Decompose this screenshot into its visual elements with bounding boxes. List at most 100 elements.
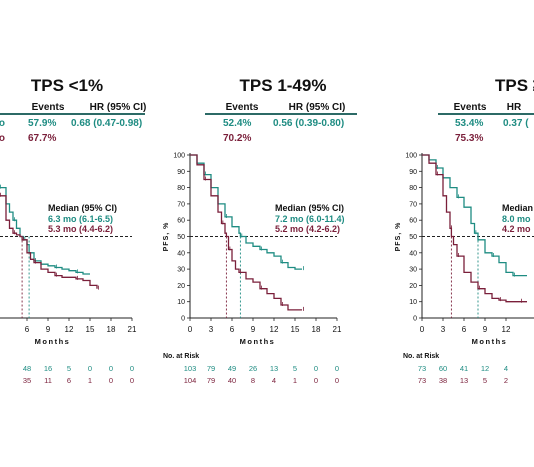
- panel-1-at-risk-value-2: 11: [44, 376, 52, 385]
- panel-2-x-tick-label: 3: [209, 325, 214, 334]
- panel-1-median-value-1: 6.3 mo (6.1-6.5): [48, 214, 113, 224]
- panel-3-at-risk-value-2: 5: [483, 376, 487, 385]
- panel-3-y-axis-label: PFS, %: [395, 222, 402, 252]
- panel-2-at-risk-value-2: 0: [335, 376, 339, 385]
- panel-3-y-tick-label: 20: [409, 283, 417, 290]
- panel-2-at-risk-label: No. at Risk: [163, 353, 199, 360]
- panel-1-arm-label-1: mo: [0, 118, 5, 129]
- panel-2-title: TPS 1-49%: [240, 76, 327, 95]
- panel-2-x-tick-label: 15: [291, 325, 300, 334]
- panel-2-at-risk-value-1: 26: [249, 364, 257, 373]
- panel-2-y-tick-label: 50: [177, 234, 185, 241]
- panel-3-y-tick-label: 10: [409, 299, 417, 306]
- panel-2-hr-value: 0.56 (0.39-0.80): [273, 118, 344, 129]
- panel-2-y-tick-label: 0: [181, 316, 185, 323]
- panel-2-at-risk-value-1: 79: [207, 364, 215, 373]
- panel-2-events-value-2: 70.2%: [223, 133, 251, 144]
- panel-2-at-risk-value-2: 4: [272, 376, 276, 385]
- panel-1-at-risk-value-1: 0: [130, 364, 134, 373]
- panel-2-y-tick-label: 40: [177, 250, 185, 257]
- panel-3-km-curve-2: [422, 154, 527, 303]
- panel-3-at-risk-value-1: 4: [504, 364, 508, 373]
- panel-2-at-risk-value-2: 0: [314, 376, 318, 385]
- panel-3-at-risk-value-2: 73: [418, 376, 426, 385]
- panel-3-y-tick-label: 80: [409, 185, 417, 192]
- panel-2-x-tick-label: 9: [251, 325, 256, 334]
- panel-3-at-risk-value-2: 38: [439, 376, 447, 385]
- panel-2-hr-header: HR (95% CI): [289, 102, 346, 113]
- panel-2-y-axis-label: PFS, %: [163, 222, 170, 252]
- panel-2-at-risk-value-1: 0: [335, 364, 339, 373]
- panel-1-at-risk-value-1: 0: [88, 364, 92, 373]
- panel-1-at-risk-value-1: 48: [23, 364, 31, 373]
- panel-2-median-header: Median (95% CI): [275, 203, 344, 213]
- panel-3-x-tick-label: 6: [462, 325, 467, 334]
- panel-1-km-curve-2: [0, 195, 98, 289]
- panel-1-events-header: Events: [32, 102, 65, 113]
- panel-2-x-axis-label: Months: [240, 337, 276, 346]
- panel-3-y-tick-label: 0: [413, 316, 417, 323]
- panel-2-at-risk-value-1: 103: [184, 364, 197, 373]
- panel-2-y-tick-label: 80: [177, 185, 185, 192]
- panel-3-y-tick-label: 60: [409, 218, 417, 225]
- panel-2-y-tick-label: 30: [177, 267, 185, 274]
- panel-1-x-axis-label: Months: [35, 337, 71, 346]
- panel-3-at-risk-value-2: 2: [504, 376, 508, 385]
- panel-3-y-tick-label: 30: [409, 267, 417, 274]
- panel-2-median-value-2: 5.2 mo (4.2-6.2): [275, 224, 340, 234]
- panel-1-x-tick-label: 18: [107, 325, 116, 334]
- panel-2-at-risk-value-2: 8: [251, 376, 255, 385]
- panel-3-median-value-2: 4.2 mo: [502, 224, 531, 234]
- panel-3-x-tick-label: 9: [483, 325, 488, 334]
- panel-3-hr-header: HR: [507, 102, 522, 113]
- panel-3-hr-value: 0.37 (: [503, 118, 529, 129]
- panel-2-at-risk-value-1: 49: [228, 364, 236, 373]
- panel-3-median-value-1: 8.0 mo: [502, 214, 531, 224]
- panel-2-events-value-1: 52.4%: [223, 118, 251, 129]
- panel-1-x-tick-label: 12: [65, 325, 74, 334]
- panel-3-median-header: Median: [502, 203, 533, 213]
- panel-3-y-tick-label: 40: [409, 250, 417, 257]
- panel-2-y-tick-label: 90: [177, 169, 185, 176]
- panel-3-at-risk-value-1: 60: [439, 364, 447, 373]
- panel-2-x-tick-label: 21: [333, 325, 342, 334]
- panel-1-events-value-1: 57.9%: [28, 118, 56, 129]
- panel-2-at-risk-value-2: 104: [184, 376, 197, 385]
- panel-3-at-risk-label: No. at Risk: [403, 353, 439, 360]
- panel-2-at-risk-value-1: 5: [293, 364, 297, 373]
- panel-3-at-risk-value-1: 41: [460, 364, 468, 373]
- panel-2-at-risk-value-2: 79: [207, 376, 215, 385]
- panel-1-median-value-2: 5.3 mo (4.4-6.2): [48, 224, 113, 234]
- panel-1-at-risk-value-2: 0: [109, 376, 113, 385]
- panel-2-events-header: Events: [226, 102, 259, 113]
- panel-2-x-tick-label: 12: [270, 325, 279, 334]
- panel-3-y-tick-label: 100: [405, 153, 417, 160]
- panel-1-median-header: Median (95% CI): [48, 203, 117, 213]
- panel-1-x-tick-label: 6: [25, 325, 30, 334]
- panel-3-x-tick-label: 3: [441, 325, 446, 334]
- panel-2-at-risk-value-2: 1: [293, 376, 297, 385]
- panel-3-at-risk-value-1: 73: [418, 364, 426, 373]
- panel-2-y-tick-label: 100: [173, 153, 185, 160]
- panel-1-at-risk-value-1: 0: [109, 364, 113, 373]
- panel-2-km-curve-2: [190, 154, 302, 311]
- panel-3-events-value-1: 53.4%: [455, 118, 483, 129]
- panel-3-y-tick-label: 50: [409, 234, 417, 241]
- panel-3-x-axis-label: Months: [472, 337, 508, 346]
- panel-1-arm-label-2: mo: [0, 133, 5, 144]
- panel-3-x-tick-label: 12: [502, 325, 511, 334]
- panel-3-title: TPS ≥50: [495, 76, 534, 95]
- panel-1-at-risk-value-1: 16: [44, 364, 52, 373]
- panel-3-x-tick-label: 0: [420, 325, 425, 334]
- panel-1-hr-header: HR (95% CI): [90, 102, 147, 113]
- panel-3-km-curve-1: [422, 154, 527, 277]
- panel-2-y-tick-label: 20: [177, 283, 185, 290]
- panel-2-median-value-1: 7.2 mo (6.0-11.4): [275, 214, 345, 224]
- panel-3-y-tick-label: 70: [409, 201, 417, 208]
- panel-3-at-risk-value-1: 12: [481, 364, 489, 373]
- panel-1-title: TPS <1%: [31, 76, 103, 95]
- panel-2-y-tick-label: 10: [177, 299, 185, 306]
- panel-2-y-tick-label: 60: [177, 218, 185, 225]
